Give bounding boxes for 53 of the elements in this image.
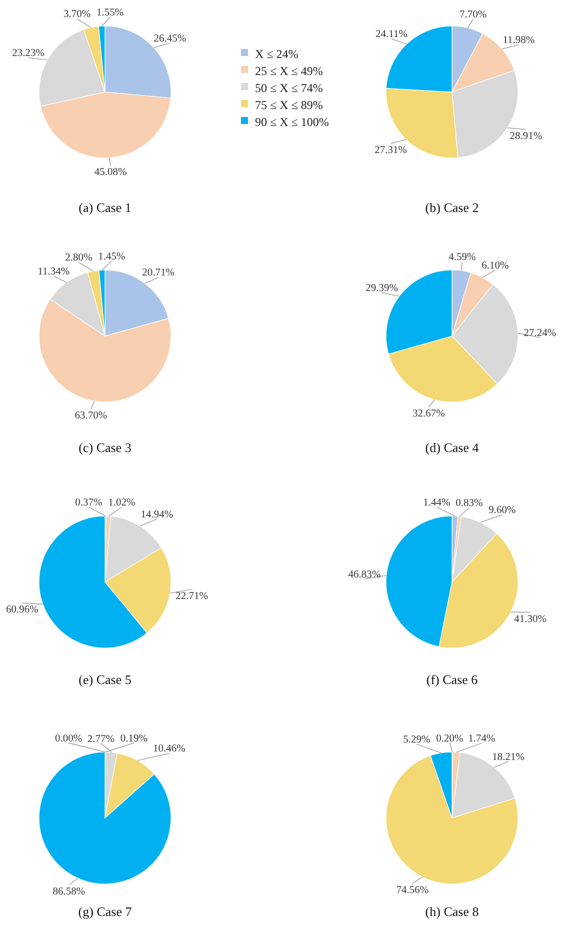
data-label: 28.91% <box>510 130 542 142</box>
data-label: 9.60% <box>488 505 516 516</box>
data-label: 1.02% <box>108 497 136 508</box>
data-label: 18.21% <box>492 752 525 763</box>
data-label: 2.80% <box>65 252 92 264</box>
data-label: 3.70% <box>63 9 91 20</box>
data-label: 26.45% <box>154 33 186 44</box>
text: (e) Case 5 <box>78 672 132 687</box>
text: (b) Case 2 <box>425 200 479 215</box>
legend-label: 50 ≤ X ≤ 74% <box>255 80 323 95</box>
text: (f) Case 6 <box>426 672 478 687</box>
data-label: 1.55% <box>96 7 124 18</box>
data-label: 86.58% <box>52 886 86 898</box>
legend-label: 25 ≤ X ≤ 49% <box>255 64 323 78</box>
data-label: 1.74% <box>468 734 496 745</box>
data-label: 27.31% <box>374 144 408 156</box>
text: (d) Case 4 <box>425 440 480 455</box>
data-label: 5.29% <box>403 734 430 746</box>
data-label: 10.46% <box>152 744 186 755</box>
data-label: 32.67% <box>412 408 446 420</box>
data-label: 63.70% <box>74 410 108 422</box>
data-label: 0.37% <box>75 497 103 508</box>
data-label: 6.10% <box>482 260 509 272</box>
data-label: 24.11% <box>376 29 408 40</box>
text: (c) Case 3 <box>78 440 132 455</box>
data-label: 20.71% <box>142 268 175 279</box>
text: (a) Case 1 <box>78 200 132 215</box>
data-label: 23.23% <box>12 48 45 60</box>
data-label: 1.45% <box>98 251 126 262</box>
data-label: 11.34% <box>38 266 70 278</box>
data-label: 7.70% <box>460 10 487 21</box>
data-label: 4.59% <box>448 252 476 264</box>
data-label: 1.44% <box>423 497 451 508</box>
data-label: 41.30% <box>514 614 547 625</box>
data-label: 74.56% <box>396 884 429 896</box>
text: (h) Case 8 <box>425 904 479 919</box>
data-label: 45.08% <box>94 167 128 178</box>
text: (g) Case 7 <box>78 904 132 919</box>
data-label: 2.77% <box>87 734 115 745</box>
data-label: 0.83% <box>456 498 483 509</box>
legend-label: 75 ≤ X ≤ 89% <box>255 98 323 112</box>
data-label: 0.19% <box>120 733 148 744</box>
data-label: 11.98% <box>502 35 535 46</box>
data-label: 46.83% <box>348 569 381 580</box>
data-label: 60.96% <box>6 604 39 616</box>
text: 0.00% <box>54 733 82 744</box>
data-label: 14.94% <box>140 509 174 520</box>
legend-label: 90 ≤ X ≤ 100% <box>255 114 329 129</box>
legend-label: X ≤ 24% <box>255 46 298 61</box>
data-label: 22.71% <box>176 590 208 602</box>
data-label: 29.39% <box>366 283 398 294</box>
data-label: 0.20% <box>436 733 464 744</box>
data-label: 27.24% <box>524 328 556 339</box>
